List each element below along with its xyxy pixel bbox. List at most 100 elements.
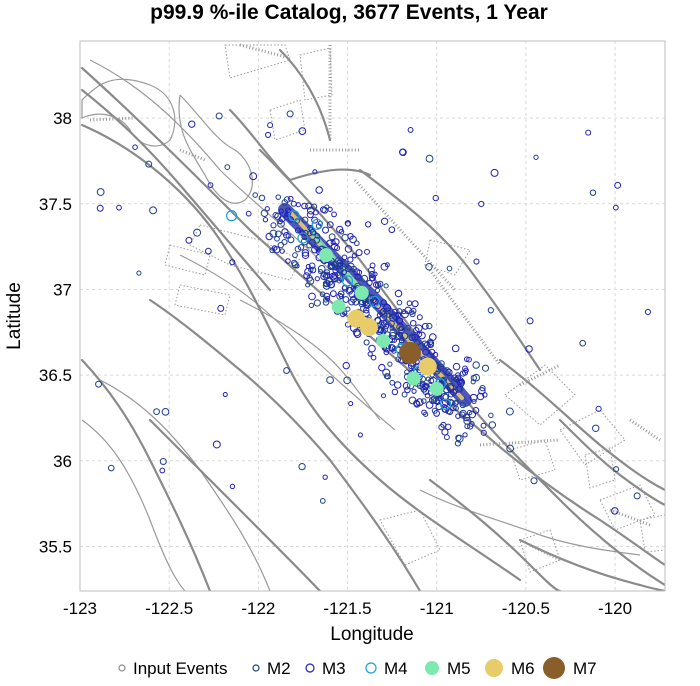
event-point: [349, 235, 357, 244]
event-point: [407, 127, 414, 133]
event-point: [95, 380, 102, 388]
fault-trace-san-gregorio: [148, 298, 422, 591]
event-point: [306, 211, 314, 219]
event-point: [401, 391, 408, 398]
event-point: [313, 299, 321, 307]
event-point: [344, 245, 353, 253]
legend-label: M6: [511, 659, 535, 678]
event-point: [212, 440, 221, 449]
event-point: [384, 373, 391, 380]
event-point: [322, 474, 328, 480]
fault-trace-rinconada: [148, 418, 322, 591]
event-point: [488, 421, 497, 429]
event-point: [611, 507, 619, 515]
event-point: [322, 226, 330, 234]
y-tick-label: 35.5: [39, 537, 72, 556]
event-point: [398, 338, 405, 344]
event-point: [423, 411, 429, 417]
event-point: [459, 378, 465, 385]
event-point: [389, 325, 395, 331]
event-point: [306, 206, 315, 215]
event-point: [458, 411, 466, 419]
event-point: [533, 154, 539, 160]
legend-label: M3: [322, 659, 346, 678]
event-point: [341, 233, 349, 242]
event-point: [217, 304, 225, 312]
event-point: [308, 292, 316, 301]
x-tick-label: -120: [598, 599, 632, 618]
fault-zone-dotted: [639, 514, 665, 553]
event-point: [448, 391, 455, 398]
event-point: [452, 388, 459, 394]
event-point: [585, 129, 592, 136]
event-point: [579, 339, 586, 347]
event-point: [96, 204, 104, 212]
event-point: [326, 221, 334, 229]
event-point: [411, 388, 417, 394]
event-point: [463, 367, 469, 374]
event-point-m5: [319, 248, 334, 263]
event-point: [274, 230, 282, 238]
event-point: [301, 251, 310, 259]
event-point: [320, 206, 327, 214]
event-point: [446, 384, 455, 393]
event-point: [356, 269, 363, 276]
event-point: [96, 188, 105, 196]
event-point: [311, 216, 319, 224]
event-point: [459, 401, 466, 409]
event-point: [381, 310, 388, 318]
event-point: [290, 259, 298, 267]
event-point: [420, 398, 427, 404]
fault-hatch: [609, 508, 651, 527]
event-point: [592, 424, 600, 433]
y-tick-label: 36.5: [39, 366, 72, 385]
event-point: [360, 305, 367, 312]
event-point: [270, 222, 277, 229]
event-point: [589, 189, 597, 196]
fault-zone-dotted: [299, 47, 333, 101]
event-point: [372, 271, 378, 277]
event-point: [345, 306, 351, 312]
event-point: [401, 309, 407, 315]
event-point: [350, 295, 358, 303]
event-point: [262, 217, 269, 223]
event-point-m5: [376, 333, 391, 348]
plot-frame: [79, 40, 666, 592]
event-point: [472, 406, 480, 414]
y-axis-label: Latitude: [4, 282, 25, 350]
fault-hatch: [239, 43, 291, 60]
event-point: [116, 204, 122, 211]
event-point: [481, 364, 490, 372]
event-point: [159, 467, 166, 474]
legend-label: Input Events: [133, 659, 228, 678]
event-point: [252, 192, 259, 198]
event-point: [159, 457, 167, 465]
event-point: [423, 341, 431, 349]
event-point: [324, 269, 331, 276]
event-point: [295, 202, 301, 208]
event-point: [298, 462, 306, 471]
legend-marker: [252, 664, 260, 672]
event-point: [307, 224, 314, 231]
fault-hatch: [479, 438, 561, 447]
fault-trace-northeast: [228, 108, 292, 182]
event-point: [258, 194, 266, 202]
event-point: [452, 376, 459, 382]
y-tick-label: 37: [53, 280, 72, 299]
event-point: [267, 122, 274, 129]
event-point: [338, 228, 345, 235]
event-point: [345, 286, 354, 295]
event-point: [389, 379, 396, 386]
event-point: [383, 303, 392, 312]
event-point-m4: [288, 210, 300, 222]
event-point: [290, 200, 297, 207]
event-point: [286, 110, 294, 118]
event-point: [431, 407, 438, 414]
event-point: [476, 392, 485, 401]
legend-marker: [543, 657, 565, 679]
event-point: [345, 265, 352, 273]
event-point: [472, 361, 480, 369]
legend-label: M2: [267, 659, 291, 678]
geologic-unit-outline: [419, 489, 641, 556]
event-point: [292, 252, 298, 259]
